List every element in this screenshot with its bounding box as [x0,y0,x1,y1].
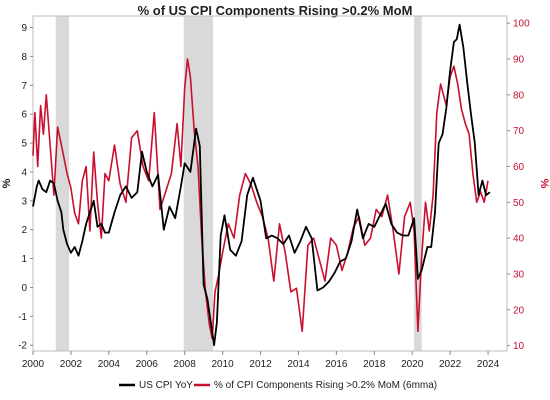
x-tick-label: 2014 [287,359,310,370]
y-right-tick-label: 30 [513,269,525,280]
y-right-tick-label: 70 [513,126,525,137]
series-line-cpi-components [32,58,489,340]
chart-title: % of US CPI Components Rising >0.2% MoM [137,3,413,18]
y-right-tick-label: 60 [513,162,525,173]
y-left-tick-label: 0 [21,283,27,294]
x-tick-label: 2000 [22,359,45,370]
recession-bands [55,16,422,351]
x-tick-label: 2010 [211,359,234,370]
x-tick-label: 2006 [136,359,159,370]
y-right-tick-label: 100 [513,19,530,30]
recession-band-0 [55,16,70,351]
recession-band-2 [414,16,422,351]
x-tick-label: 2024 [477,359,500,370]
y-left-tick-label: 2 [21,225,27,236]
y-left-tick-label: 9 [21,23,27,34]
y-left-tick-label: -2 [18,341,27,352]
x-tick-label: 2002 [60,359,83,370]
y-left-tick-label: 5 [21,139,27,150]
series-line-us-cpi-yoy [32,23,491,347]
series-lines [32,23,491,347]
y-left-tick-label: 4 [21,167,27,178]
x-tick-label: 2008 [174,359,197,370]
y-left-tick-label: 8 [21,52,27,63]
y-right-tick-label: 80 [513,90,525,101]
x-tick-label: 2018 [363,359,386,370]
x-tick-label: 2020 [401,359,424,370]
y-left-tick-label: 6 [21,110,27,121]
y-right-axis-label: % [538,179,550,189]
y-right-tick-label: 50 [513,198,525,209]
legend: US CPI YoY % of CPI Components Rising >0.… [119,380,437,391]
x-tick-label: 2012 [249,359,272,370]
legend-label-cpi-components: % of CPI Components Rising >0.2% MoM (6m… [214,380,437,391]
y-left-tick-label: 1 [21,254,27,265]
y-left-tick-label: -1 [18,312,27,323]
plot-frame [32,15,508,352]
y-right-tick-label: 20 [513,305,525,316]
y-right-tick-label: 90 [513,54,525,65]
legend-label-us-cpi-yoy: US CPI YoY [139,380,193,391]
y-right-tick-label: 10 [513,341,525,352]
y-left-tick-label: 3 [21,196,27,207]
plot-border [32,15,508,352]
y-left-tick-label: 7 [21,81,27,92]
x-tick-label: 2022 [439,359,462,370]
x-tick-label: 2004 [98,359,121,370]
x-tick-label: 2016 [325,359,348,370]
axis-ticks: 2000 2002 2004 2006 2008 2010 2012 2014 2016 2018… [1,19,550,370]
y-right-tick-label: 40 [513,234,525,245]
y-left-axis-label: % [1,178,13,188]
